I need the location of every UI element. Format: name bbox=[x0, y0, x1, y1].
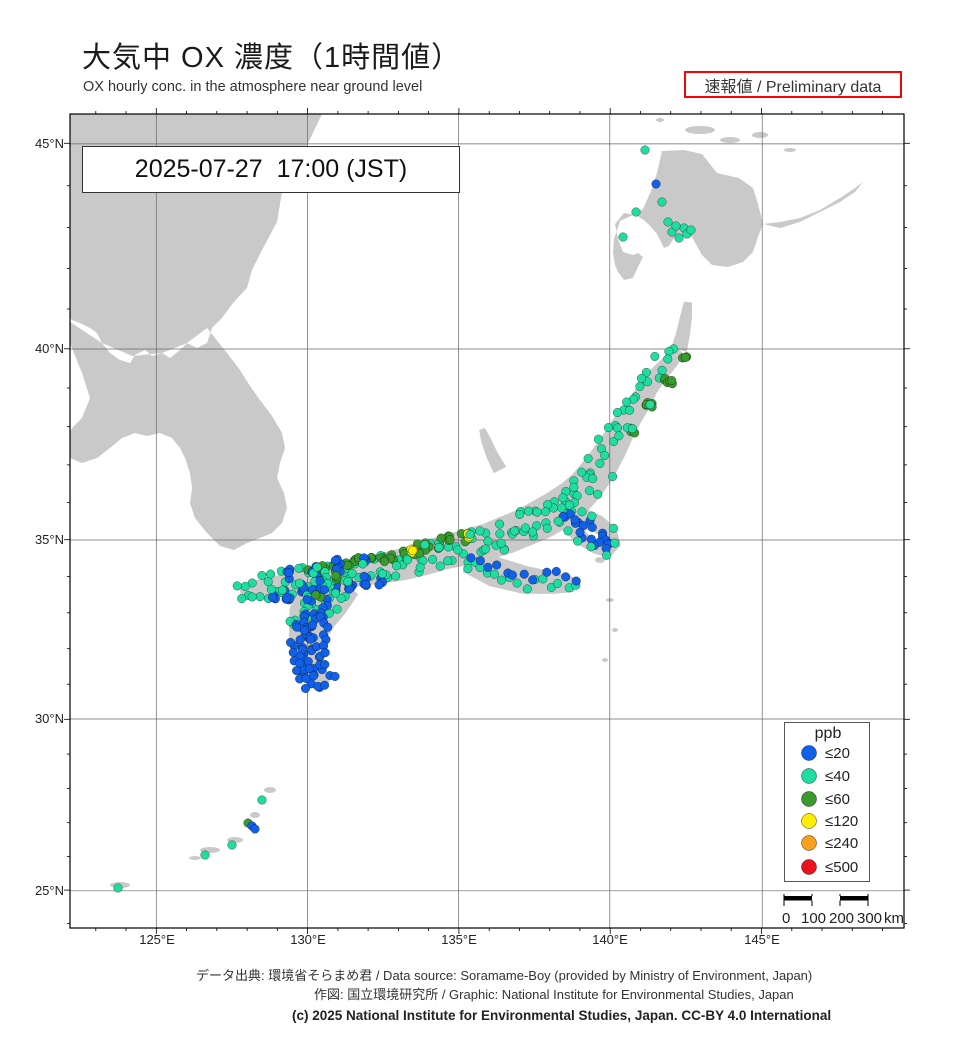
svg-text:100: 100 bbox=[801, 910, 826, 926]
svg-text:km: km bbox=[884, 910, 904, 926]
svg-text:0: 0 bbox=[782, 910, 790, 926]
svg-text:200: 200 bbox=[829, 910, 854, 926]
svg-text:300: 300 bbox=[857, 910, 882, 926]
